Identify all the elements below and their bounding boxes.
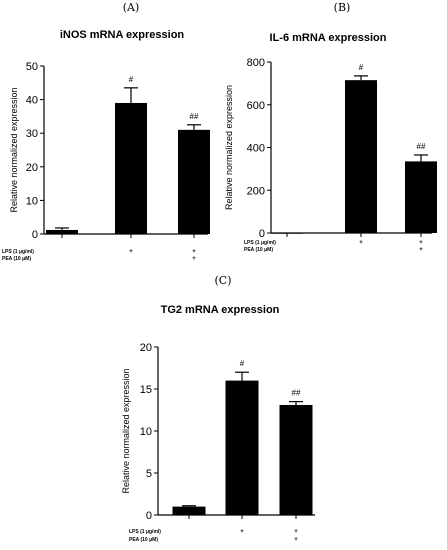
y-tick-label: 600: [247, 100, 265, 112]
y-tick-label: 30: [26, 128, 38, 140]
lps-mark: +: [240, 529, 244, 535]
significance-mark: #: [359, 63, 364, 72]
significance-mark: ##: [417, 142, 426, 151]
bar: [405, 161, 437, 233]
y-tick-label: 10: [140, 426, 152, 438]
y-tick-label: 200: [247, 185, 265, 197]
chart-panel-3: (C) TG2 mRNA expression 0 5 10 15 20 Relative n…: [121, 274, 315, 543]
pea-mark: +: [192, 256, 196, 262]
panel-letter: (B): [334, 1, 351, 14]
y-tick-label: 0: [146, 510, 152, 522]
y-tick-label: 20: [140, 342, 152, 354]
y-tick-label: 15: [140, 384, 152, 396]
pea-mark: +: [294, 537, 298, 543]
lps-mark: +: [294, 529, 298, 535]
y-tick-label: 0: [259, 228, 265, 240]
lps-label: LPS (1 μg/ml): [129, 529, 161, 535]
pea-label: PEA (10 μM): [244, 247, 273, 253]
significance-mark: #: [240, 359, 245, 368]
bar: [115, 102, 147, 235]
bar: [225, 380, 259, 515]
lps-mark: +: [129, 249, 133, 255]
pea-mark: +: [419, 247, 423, 253]
bar: [46, 229, 78, 234]
lps-label: LPS (1 μg/ml): [2, 249, 34, 255]
pea-label: PEA (10 μM): [129, 537, 158, 543]
y-tick-label: 400: [247, 143, 265, 155]
lps-mark: +: [192, 249, 196, 255]
panel-letter: (C): [215, 274, 232, 287]
y-axis-label: Relative normalized expression: [9, 87, 19, 212]
significance-mark: #: [129, 75, 134, 84]
significance-mark: ##: [292, 389, 301, 398]
lps-mark: +: [419, 240, 423, 246]
y-tick-label: 50: [26, 61, 38, 73]
y-tick-label: 5: [146, 468, 152, 480]
chart-panel-2: (B) IL-6 mRNA expression 0 200 400 600 800 Rela…: [224, 1, 437, 253]
chart-title: IL-6 mRNA expression: [270, 32, 387, 44]
y-tick-label: 10: [26, 195, 38, 207]
bar: [178, 129, 210, 234]
bar: [279, 404, 313, 515]
bar: [345, 80, 377, 233]
y-tick-label: 40: [26, 95, 38, 107]
lps-label: LPS (1 μg/ml): [244, 240, 276, 246]
lps-mark: +: [359, 240, 363, 246]
chart-title: iNOS mRNA expression: [60, 29, 185, 41]
pea-label: PEA (10 μM): [2, 256, 31, 262]
y-axis-label: Relative normalized expression: [121, 368, 131, 493]
bar: [172, 506, 206, 515]
y-axis-label: Relative normalized expression: [224, 85, 234, 210]
significance-mark: ##: [190, 112, 199, 121]
y-tick-label: 20: [26, 162, 38, 174]
y-tick-label: 0: [32, 229, 38, 241]
chart-title: TG2 mRNA expression: [161, 304, 280, 316]
y-tick-label: 800: [247, 57, 265, 69]
chart-panel-1: (A) iNOS mRNA expression 0 10 20 30 40 50 Relati…: [2, 1, 210, 262]
panel-letter: (A): [123, 1, 140, 14]
